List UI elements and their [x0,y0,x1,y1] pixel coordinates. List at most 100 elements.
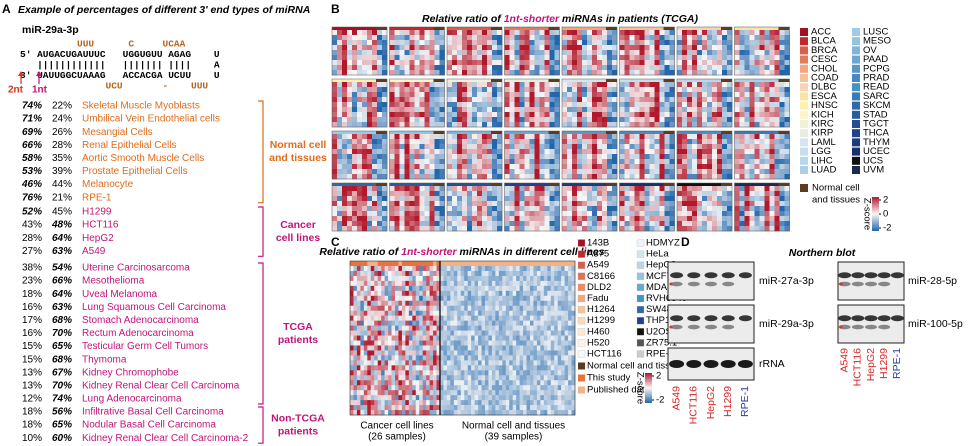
heat-cell [464,300,468,307]
heat-cell [487,60,493,66]
heat-cell [401,330,406,336]
heat-cell [447,144,453,150]
percent: 15% [22,341,42,352]
heat-cell [612,191,618,197]
heat-cell [644,134,650,140]
heat-cell [497,134,503,140]
heat-cell [554,87,560,93]
heat-cell [554,154,560,160]
heat-cell [464,385,468,391]
heat-cell [487,196,493,202]
heat-cell [356,385,361,391]
heat-cell [419,87,425,93]
heat-cell [450,285,455,292]
heat-cell [353,395,358,401]
heat-cell [739,144,745,150]
heat-cell [519,174,525,180]
heat-cell [477,65,483,71]
legend-swatch [852,46,860,55]
heat-cell [440,355,444,361]
heat-cell [495,365,500,371]
heat-cell [687,174,693,180]
heat-cell [654,149,660,155]
heat-cell [612,117,618,123]
heat-cell [404,164,410,170]
heat-cell [602,211,608,217]
heat-cell [429,117,435,123]
heat-cell [422,385,427,391]
heat-cell [692,186,698,192]
heat-cell [388,295,392,302]
heat-cell [482,206,488,212]
heat-cell [664,226,670,232]
heat-cell [784,201,790,207]
heat-cell [391,385,396,391]
heat-cell [395,310,399,316]
heat-cell [612,70,618,76]
heat-cell [554,159,560,165]
heat-cell [707,164,713,170]
heat-cell [436,405,441,411]
heat-cell [629,174,635,180]
heat-cell [389,97,395,103]
heat-cell [512,390,517,396]
heat-cell [592,35,598,41]
heat-cell [707,149,713,155]
heat-cell [433,325,437,331]
heat-cell [554,82,560,88]
heat-cell [659,45,665,51]
heat-cell [487,154,493,160]
marker-arrowhead [36,71,42,76]
heat-annotation [519,261,524,266]
heat-cell [544,102,550,108]
heat-cell [488,340,493,346]
heat-cell [424,201,430,207]
heat-cell [360,300,365,307]
heat-cell [744,97,750,103]
heat-cell [389,60,395,66]
heat-cell [467,400,472,406]
heat-cell [624,107,630,113]
heat-cell [482,97,488,103]
heat-cell [504,201,510,207]
heat-cell [519,226,525,232]
heat-cell [572,30,578,36]
heat-cell [401,360,406,366]
heat-cell [467,186,473,192]
heat-cell [649,60,655,66]
heat-cell [462,191,468,197]
heat-cell [717,221,723,227]
heat-cell [357,186,363,192]
heat-cell [363,330,368,336]
heat-cell [524,211,530,217]
heat-cell [634,30,640,36]
heat-cell [415,320,420,326]
heat-cell [619,149,625,155]
heat-cell [512,345,517,351]
heat-cell [360,375,365,381]
heat-cell [388,355,392,361]
heat-cell [677,206,683,212]
heat-cell [587,65,593,71]
heat-cell [367,365,372,371]
heat-cell [509,226,515,232]
heat-cell [734,154,740,160]
heat-cell [567,201,573,207]
heat-cell [764,206,770,212]
heat-cell [567,35,573,41]
heat-cell [602,122,608,128]
legend-label: ESCA [811,91,838,102]
heat-cell [353,315,358,321]
heat-cell [759,186,765,192]
heat-cell [624,174,630,180]
heat-cell [664,50,670,56]
tile-annotation [548,79,560,82]
heat-cell [362,122,368,128]
panel-title: Relative ratio of 1nt-shorter miRNAs in … [319,246,604,258]
heat-cell [391,405,396,411]
heat-cell [443,320,448,326]
heat-cell [332,122,338,128]
heat-cell [759,144,765,150]
heat-cell [539,45,545,51]
heat-cell [727,216,733,222]
